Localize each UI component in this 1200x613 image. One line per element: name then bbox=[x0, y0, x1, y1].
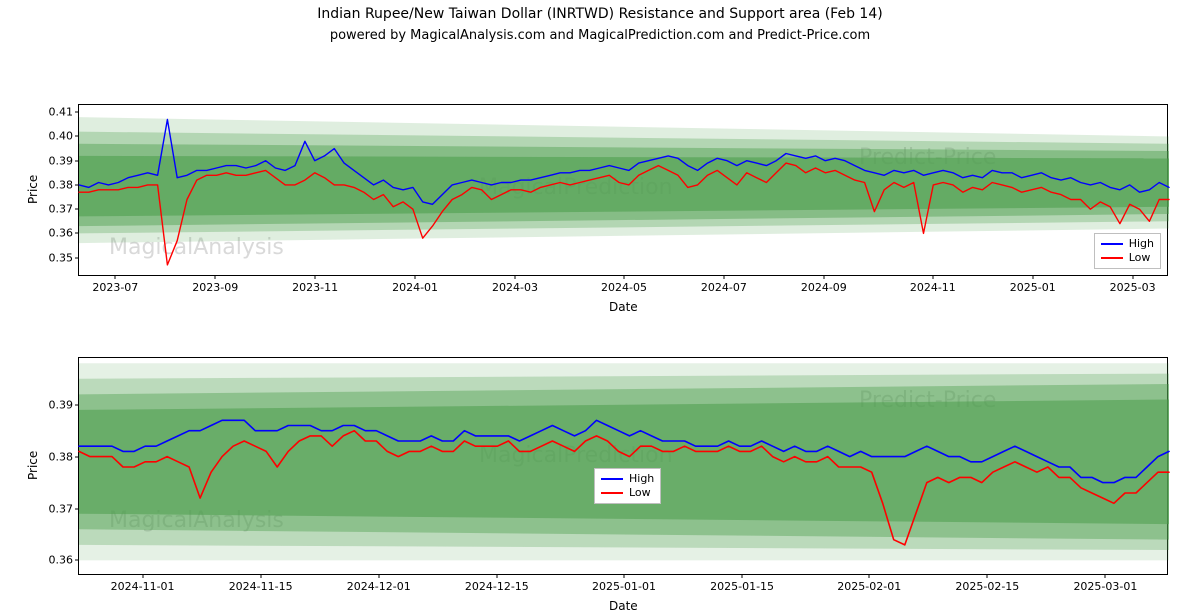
x-tick-label: 2025-01-01 bbox=[592, 574, 656, 593]
y-tick-label: 0.41 bbox=[49, 106, 80, 119]
x-tick-label: 2024-01 bbox=[392, 275, 438, 294]
y-tick-label: 0.38 bbox=[49, 450, 80, 463]
x-tick-label: 2023-11 bbox=[292, 275, 338, 294]
chart-title: Indian Rupee/New Taiwan Dollar (INRTWD) … bbox=[0, 6, 1200, 22]
bottom-plot-area: MagicalAnalysis MagicalPrediction Predic… bbox=[78, 357, 1168, 575]
chart-subtitle: powered by MagicalAnalysis.com and Magic… bbox=[0, 28, 1200, 43]
x-axis-label: Date bbox=[609, 300, 638, 314]
x-tick-label: 2024-09 bbox=[801, 275, 847, 294]
legend-swatch bbox=[601, 492, 623, 494]
x-tick-label: 2023-07 bbox=[92, 275, 138, 294]
x-tick-label: 2024-12-01 bbox=[347, 574, 411, 593]
legend-swatch bbox=[1101, 257, 1123, 259]
y-tick-label: 0.36 bbox=[49, 227, 80, 240]
legend-swatch bbox=[1101, 243, 1123, 245]
y-tick-label: 0.35 bbox=[49, 251, 80, 264]
x-tick-label: 2025-01 bbox=[1010, 275, 1056, 294]
bottom-chart-svg bbox=[79, 358, 1169, 576]
legend-label: Low bbox=[1129, 251, 1151, 265]
top-plot-area: MagicalAnalysis MagicalPrediction Predic… bbox=[78, 104, 1168, 276]
legend-label: High bbox=[1129, 237, 1154, 251]
x-tick-label: 2023-09 bbox=[192, 275, 238, 294]
x-tick-label: 2024-12-15 bbox=[465, 574, 529, 593]
x-tick-label: 2025-02-15 bbox=[955, 574, 1019, 593]
legend-swatch bbox=[601, 478, 623, 480]
x-tick-label: 2025-03-01 bbox=[1073, 574, 1137, 593]
top-chart-svg bbox=[79, 105, 1169, 277]
legend: HighLow bbox=[594, 468, 661, 504]
legend: HighLow bbox=[1094, 233, 1161, 269]
x-axis-label: Date bbox=[609, 599, 638, 613]
y-axis-label: Price bbox=[26, 175, 40, 204]
legend-item: Low bbox=[601, 486, 654, 500]
y-tick-label: 0.38 bbox=[49, 178, 80, 191]
legend-item: Low bbox=[1101, 251, 1154, 265]
x-tick-label: 2025-03 bbox=[1110, 275, 1156, 294]
x-tick-label: 2024-07 bbox=[701, 275, 747, 294]
x-tick-label: 2024-11 bbox=[910, 275, 956, 294]
x-tick-label: 2024-11-15 bbox=[229, 574, 293, 593]
legend-label: High bbox=[629, 472, 654, 486]
y-tick-label: 0.37 bbox=[49, 203, 80, 216]
y-tick-label: 0.36 bbox=[49, 554, 80, 567]
x-tick-label: 2025-02-01 bbox=[837, 574, 901, 593]
y-tick-label: 0.39 bbox=[49, 398, 80, 411]
y-tick-label: 0.40 bbox=[49, 130, 80, 143]
x-tick-label: 2024-11-01 bbox=[111, 574, 175, 593]
legend-item: High bbox=[601, 472, 654, 486]
x-tick-label: 2025-01-15 bbox=[710, 574, 774, 593]
x-tick-label: 2024-03 bbox=[492, 275, 538, 294]
y-tick-label: 0.39 bbox=[49, 154, 80, 167]
y-axis-label: Price bbox=[26, 451, 40, 480]
y-tick-label: 0.37 bbox=[49, 502, 80, 515]
legend-label: Low bbox=[629, 486, 651, 500]
legend-item: High bbox=[1101, 237, 1154, 251]
x-tick-label: 2024-05 bbox=[601, 275, 647, 294]
